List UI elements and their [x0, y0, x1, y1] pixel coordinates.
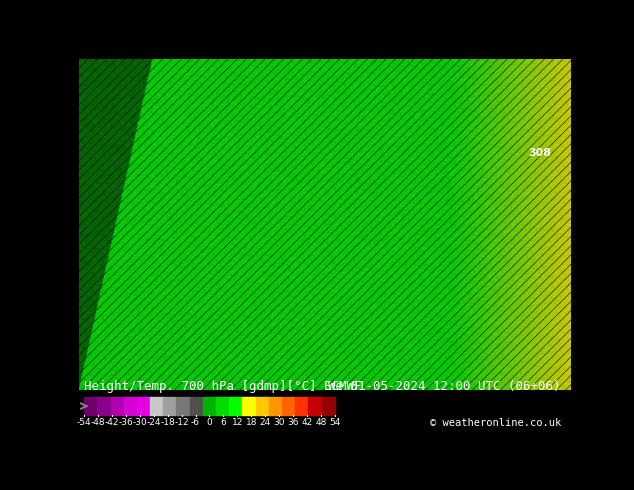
Text: -6: -6 — [191, 417, 200, 427]
Text: Height/Temp. 700 hPa [gdmp][°C] ECMWF: Height/Temp. 700 hPa [gdmp][°C] ECMWF — [84, 380, 361, 393]
Text: 48: 48 — [315, 417, 327, 427]
Text: 54: 54 — [329, 417, 340, 427]
Bar — [269, 397, 282, 416]
Text: 42: 42 — [301, 417, 313, 427]
Text: -30: -30 — [133, 417, 147, 427]
Text: -48: -48 — [91, 417, 105, 427]
Text: 308: 308 — [528, 148, 551, 158]
Text: -12: -12 — [174, 417, 189, 427]
Bar — [321, 397, 335, 416]
Bar — [137, 397, 150, 416]
Text: -42: -42 — [105, 417, 119, 427]
Text: 0: 0 — [207, 417, 212, 427]
Text: -18: -18 — [160, 417, 175, 427]
Bar — [295, 397, 308, 416]
Text: We 01-05-2024 12:00 UTC (06+06): We 01-05-2024 12:00 UTC (06+06) — [328, 380, 561, 393]
Text: 18: 18 — [245, 417, 257, 427]
Bar — [98, 397, 110, 416]
Text: -54: -54 — [77, 417, 91, 427]
Text: 24: 24 — [259, 417, 271, 427]
Bar — [216, 397, 230, 416]
Bar — [190, 397, 203, 416]
Bar — [124, 397, 137, 416]
Text: -36: -36 — [119, 417, 133, 427]
Text: 12: 12 — [231, 417, 243, 427]
Bar — [282, 397, 295, 416]
Text: 6: 6 — [221, 417, 226, 427]
Text: 36: 36 — [287, 417, 299, 427]
Text: -24: -24 — [146, 417, 161, 427]
Text: 30: 30 — [273, 417, 285, 427]
Bar — [150, 397, 164, 416]
Bar — [164, 397, 176, 416]
Bar — [256, 397, 269, 416]
Bar — [203, 397, 216, 416]
Bar — [176, 397, 190, 416]
Bar — [230, 397, 242, 416]
Bar — [242, 397, 256, 416]
Text: © weatheronline.co.uk: © weatheronline.co.uk — [429, 417, 561, 428]
Bar — [84, 397, 98, 416]
Bar — [110, 397, 124, 416]
Bar — [308, 397, 321, 416]
